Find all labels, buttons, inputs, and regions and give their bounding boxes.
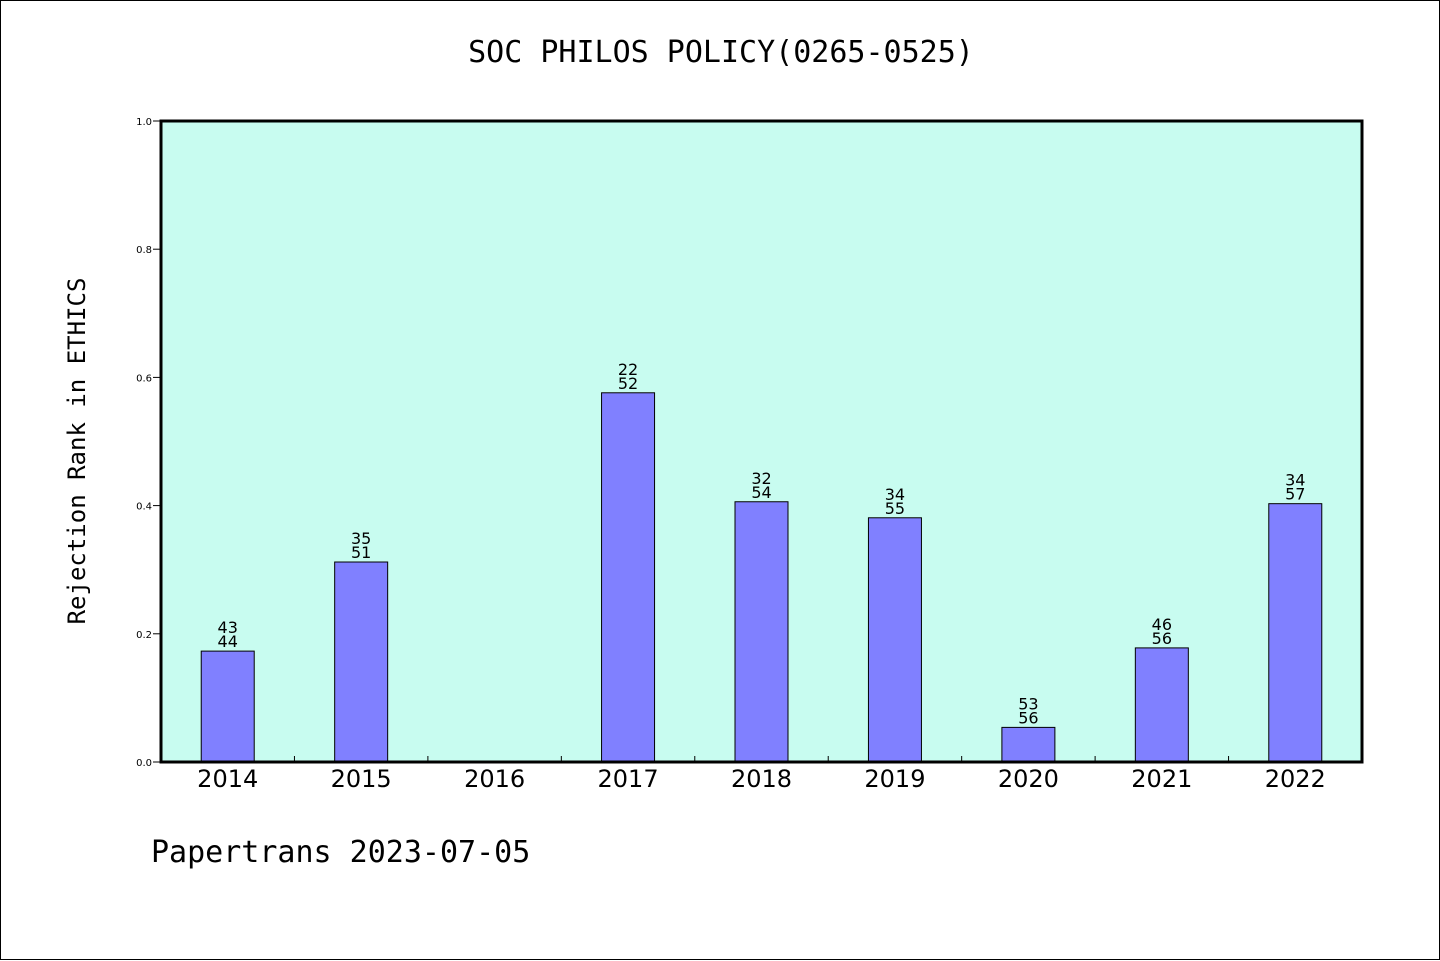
bar — [200, 650, 255, 763]
x-tick-label: 2017 — [598, 765, 659, 793]
y-tick-label: 0.8 — [136, 245, 152, 256]
bar-annotation-top: 32 — [751, 469, 771, 488]
y-tick-label: 0.6 — [136, 373, 152, 384]
bar — [1001, 726, 1056, 763]
bar-annotation-top: 35 — [351, 529, 371, 548]
bar-annotation-top: 43 — [218, 618, 238, 637]
bar-annotation-bottom: 52 — [618, 374, 638, 393]
y-tick-label: 0.2 — [136, 630, 152, 641]
x-tick-label: 2022 — [1265, 765, 1326, 793]
bar-annotation-bottom: 55 — [885, 499, 905, 518]
bar-annotation-bottom: 57 — [1285, 485, 1305, 504]
plot-border — [159, 119, 1364, 764]
bar — [601, 392, 656, 763]
bar-annotation-bottom: 44 — [218, 632, 238, 651]
y-tick-label: 0.4 — [136, 502, 152, 513]
x-tick-label: 2018 — [731, 765, 792, 793]
bar — [734, 501, 789, 763]
bar-annotation-top: 22 — [618, 360, 638, 379]
bar-annotation-top: 34 — [1285, 471, 1305, 490]
bar-annotation-bottom: 56 — [1152, 629, 1172, 648]
bar-annotation-bottom: 56 — [1018, 708, 1038, 727]
x-tick-label: 2014 — [197, 765, 258, 793]
x-tick-label: 2019 — [864, 765, 925, 793]
bar-annotation-top: 34 — [885, 485, 905, 504]
x-tick-label: 2021 — [1131, 765, 1192, 793]
bar — [334, 561, 389, 763]
y-tick-label: 0.0 — [136, 758, 152, 769]
chart-title: SOC PHILOS POLICY(0265-0525) — [468, 35, 974, 70]
footer-credit: Papertrans 2023-07-05 — [151, 835, 531, 870]
x-tick-label: 2015 — [331, 765, 392, 793]
bar-annotation-bottom: 54 — [751, 483, 771, 502]
bar — [1134, 647, 1189, 763]
bar-annotation-bottom: 51 — [351, 543, 371, 562]
y-tick-label: 1.0 — [136, 117, 152, 128]
x-tick-label: 2020 — [998, 765, 1059, 793]
bar-annotation-top: 46 — [1152, 615, 1172, 634]
x-tick-label: 2016 — [464, 765, 525, 793]
bar-annotation-top: 53 — [1018, 694, 1038, 713]
bar — [1268, 503, 1323, 763]
bar — [867, 517, 922, 763]
